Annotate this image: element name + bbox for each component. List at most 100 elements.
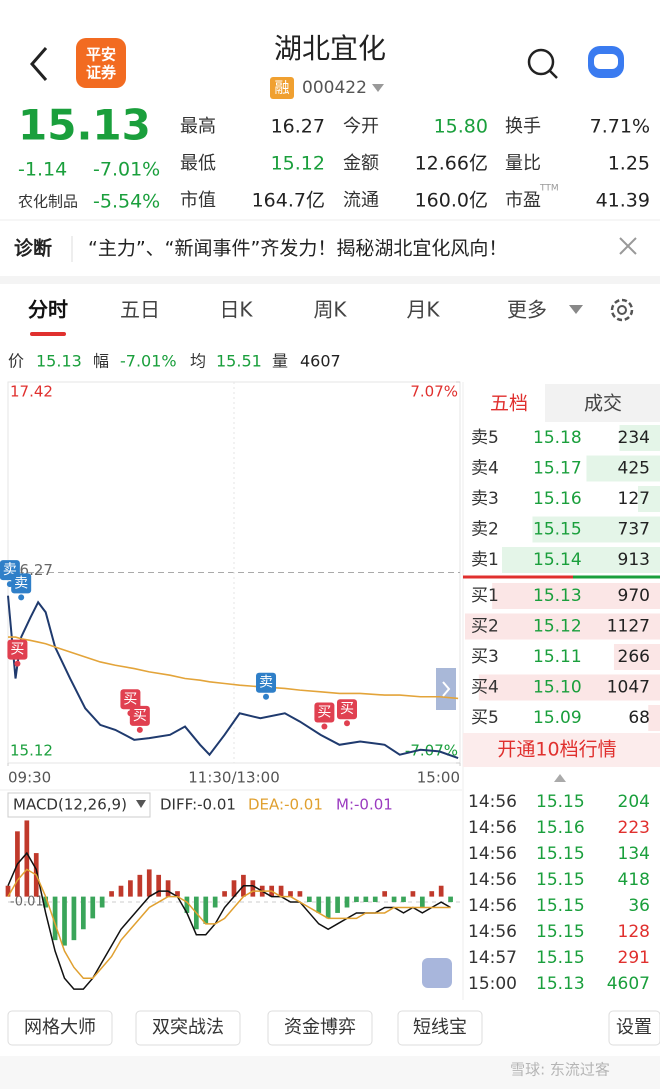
margin-tag	[270, 77, 294, 99]
upgrade-button-text[interactable]: 开通10档行情	[497, 739, 616, 761]
macd-bar	[429, 891, 435, 897]
stat-value: 16.27	[271, 116, 325, 138]
info-value: 4607	[300, 352, 341, 371]
stat-label: 换手	[505, 116, 541, 137]
tool-button[interactable]	[397, 1010, 483, 1046]
book-price: 15.12	[533, 617, 582, 637]
tab[interactable]: 月K	[406, 298, 440, 322]
more-arrow	[569, 305, 583, 314]
expand-tab[interactable]	[436, 668, 456, 710]
macd-bar	[278, 885, 284, 897]
book-tab[interactable]: 成交	[584, 393, 622, 415]
back-button[interactable]	[30, 47, 48, 81]
trade-volume: 4607	[607, 974, 650, 994]
volume-bar	[613, 644, 660, 670]
tool-label[interactable]: 网格大师	[24, 1017, 96, 1038]
stat-value: 164.7亿	[252, 190, 325, 212]
stat-label: 流通	[343, 190, 379, 211]
book-volume: 1127	[607, 617, 650, 637]
tab[interactable]: 日K	[219, 298, 253, 322]
book-level: 买2	[471, 617, 499, 637]
assistant-face	[594, 54, 618, 69]
book-volume: 234	[618, 428, 650, 448]
trade-price: 15.15	[536, 922, 585, 942]
close-button[interactable]	[619, 237, 637, 255]
trade-price: 15.15	[536, 896, 585, 916]
stat-value: 15.80	[434, 116, 488, 138]
broker-logo	[76, 38, 126, 88]
y-tick-label: -0.01	[10, 895, 44, 910]
tool-label[interactable]: 短线宝	[413, 1017, 467, 1038]
ttm-mark: TTM	[539, 184, 559, 194]
upgrade-button[interactable]	[463, 733, 660, 767]
trade-badge-text: 买	[133, 708, 147, 724]
info-label: 幅	[93, 352, 109, 371]
book-volume: 970	[618, 586, 650, 606]
diagnosis-text[interactable]: “主力”、“新闻事件”齐发力！揭秘湖北宜化风向！	[88, 238, 507, 260]
book-level: 卖5	[471, 428, 499, 448]
tool-button[interactable]	[135, 1010, 241, 1046]
change: -1.14	[18, 159, 67, 181]
trade-time: 14:56	[468, 922, 517, 942]
settings-icon[interactable]	[610, 298, 634, 322]
fullscreen-button[interactable]	[422, 958, 452, 988]
gap	[0, 276, 660, 284]
book-price: 15.18	[533, 428, 582, 448]
trade-time: 14:56	[468, 818, 517, 838]
trade-point	[321, 723, 328, 730]
macd-bar	[5, 885, 11, 897]
book-level: 卖2	[471, 520, 499, 540]
info-label: 均	[190, 352, 206, 371]
tab[interactable]: 分时	[28, 298, 68, 322]
book-price: 15.17	[533, 459, 582, 479]
settings-button[interactable]	[608, 1010, 660, 1046]
tool-label[interactable]: 资金博弈	[284, 1017, 356, 1038]
tab[interactable]: 更多	[507, 298, 547, 322]
tab[interactable]: 周K	[313, 298, 347, 322]
trade-badge	[256, 672, 277, 693]
trade-volume: 418	[618, 870, 650, 890]
volume-bar	[619, 425, 660, 451]
watermark: 雪球: 东流过客	[510, 1061, 610, 1079]
macd-bar	[184, 896, 190, 913]
tool-label[interactable]: 双突战法	[152, 1017, 224, 1038]
y-tick-label: 17.42	[10, 383, 53, 401]
book-price: 15.15	[533, 520, 582, 540]
trade-badge	[337, 699, 357, 720]
info-value: 15.13	[36, 352, 82, 371]
sector: 农化制品	[18, 193, 78, 211]
macd-bar	[212, 896, 218, 908]
macd-bar	[203, 896, 209, 924]
tool-button[interactable]	[267, 1010, 373, 1046]
info-value: 15.51	[216, 352, 262, 371]
stat-label: 市盈	[505, 190, 541, 211]
collapse-arrow[interactable]	[554, 774, 566, 782]
book-tab[interactable]: 五档	[490, 393, 528, 415]
macd-bar	[354, 896, 359, 903]
settings-icon-core	[617, 305, 627, 315]
trade-badge-text: 卖	[259, 675, 273, 691]
macd-bar	[382, 891, 388, 897]
macd-bar	[62, 896, 67, 946]
volume-bar	[532, 516, 660, 543]
tool-button[interactable]	[7, 1010, 113, 1046]
trade-time: 14:56	[468, 844, 517, 864]
tab[interactable]: 五日	[120, 298, 160, 322]
macd-bar	[344, 896, 350, 908]
book-level: 买1	[471, 586, 499, 606]
macd-bar	[24, 820, 30, 897]
book-level: 卖4	[471, 459, 499, 479]
trade-badge-text: 买	[123, 691, 137, 707]
book-volume: 425	[618, 459, 650, 479]
trade-price: 15.15	[536, 870, 585, 890]
diff-line	[7, 851, 451, 990]
macd-bar	[80, 896, 86, 930]
settings-label[interactable]: 设置	[616, 1017, 652, 1038]
book-volume: 68	[628, 708, 650, 728]
search-icon[interactable]	[527, 48, 555, 76]
macd-selector[interactable]	[7, 792, 151, 818]
price-line	[7, 595, 459, 759]
macd-bar	[146, 869, 152, 897]
macd-bar	[250, 880, 256, 897]
macd-bar	[175, 891, 180, 897]
